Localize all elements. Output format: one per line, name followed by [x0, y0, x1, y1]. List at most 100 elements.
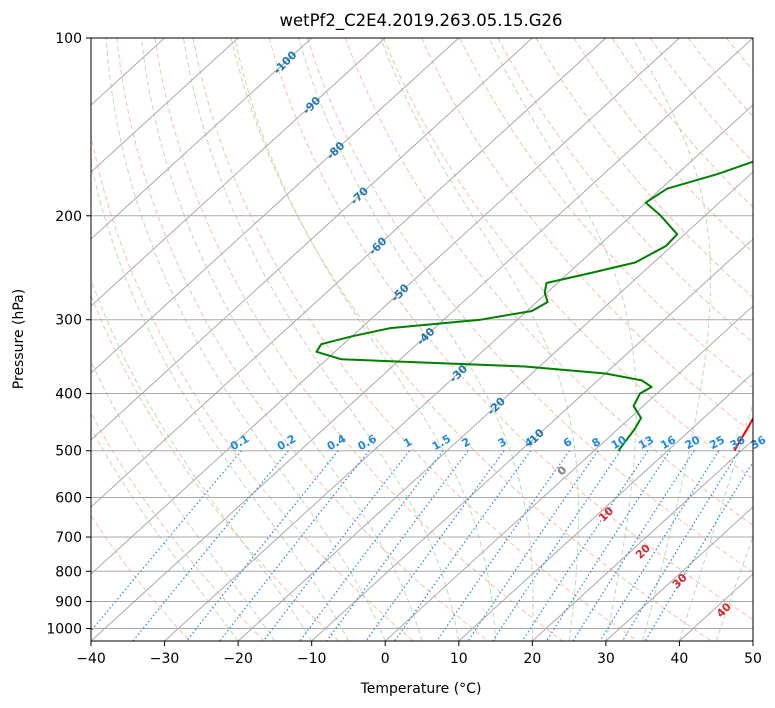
isotherm-line [311, 238, 753, 641]
isotherm-line [384, 305, 753, 641]
isotherm-line [752, 640, 753, 641]
mixing-ratio-line [546, 450, 671, 641]
dry-adiabat [459, 38, 753, 389]
mixing-ratio-label: 20 [683, 433, 703, 452]
moist-adiabat [105, 38, 386, 641]
series-layer [315, 160, 753, 452]
moist-adiabat [234, 38, 497, 641]
dry-adiabat [687, 38, 753, 118]
dry-adiabat [535, 38, 753, 299]
moist-adiabat [380, 38, 580, 641]
grid-lines [0, 38, 775, 641]
isotherm-line [458, 372, 753, 641]
y-tick-label: 900 [55, 594, 82, 610]
moist-adiabat [183, 38, 460, 641]
isotherm-line [91, 38, 607, 508]
dry-adiabat [726, 38, 753, 72]
moist-adiabat [678, 401, 753, 641]
adiabat-label: 30 [670, 571, 690, 591]
moist-adiabat [298, 38, 534, 641]
mixing-ratio-label: 0.1 [228, 432, 251, 453]
y-tick-label: 300 [55, 313, 82, 329]
y-tick-label: 1000 [46, 621, 82, 637]
x-tick-label: −20 [223, 651, 253, 667]
x-axis-label: Temperature (°C) [360, 681, 482, 697]
moist-adiabat [91, 360, 276, 641]
isotherm-line [91, 38, 386, 307]
isotherm-line [91, 38, 313, 240]
y-axis-label: Pressure (hPa) [11, 289, 27, 389]
mixing-ratio-line [622, 450, 740, 641]
chart-title: wetPf2_C2E4.2019.263.05.15.G26 [279, 11, 562, 31]
lcl-curve [0, 38, 66, 641]
temperature-line [733, 416, 753, 452]
mixing-ratio-line [219, 450, 370, 641]
y-tick-label: 700 [55, 530, 82, 546]
y-tick-label: 500 [55, 444, 82, 460]
mixing-ratio-line [492, 450, 622, 641]
x-tick-label: 50 [744, 651, 762, 667]
dewpoint-line [315, 160, 753, 452]
y-tick-label: 600 [55, 490, 82, 506]
isotherm-line [91, 38, 239, 173]
x-tick-label: −40 [76, 651, 106, 667]
mixing-ratio-label: 1 [401, 435, 414, 450]
dry-adiabat [765, 38, 775, 641]
mixing-ratio-line [299, 450, 444, 641]
dry-adiabat [91, 132, 414, 641]
x-tick-label: 20 [523, 651, 541, 667]
moist-adiabat [91, 160, 349, 641]
background-line-labels: 0.1 0.2 0.4 0.6 1 1.5 2 3 4 6 8 10 13 16 20 25 30 36-100-… [228, 48, 768, 620]
x-tick-label: −10 [297, 651, 327, 667]
isotherm-line [91, 38, 533, 441]
dry-adiabat [497, 38, 753, 344]
dry-adiabat [91, 514, 191, 641]
mixing-ratio-line [91, 450, 242, 632]
isotherm-line [91, 38, 460, 374]
dry-adiabat [573, 38, 753, 254]
y-axis: 100 200 300 400 500 600 700 800 900 1000 [46, 31, 91, 637]
isotherm-line [91, 38, 753, 641]
moist-adiabat [715, 535, 753, 641]
dry-adiabat [649, 38, 753, 163]
y-tick-label: 800 [55, 564, 82, 580]
mixing-ratio-line [186, 450, 339, 641]
moist-adiabat [632, 38, 712, 641]
mixing-ratio-line [572, 450, 695, 641]
mixing-ratio-line [521, 450, 649, 641]
mixing-ratio-line [467, 450, 599, 641]
mixing-ratio-label: 30 [728, 433, 748, 452]
dry-adiabat [91, 411, 265, 641]
mixing-ratio-label: 1.5 [430, 432, 453, 453]
x-tick-label: 30 [597, 651, 615, 667]
isotherm-line [605, 506, 753, 641]
x-tick-label: 0 [381, 651, 390, 667]
x-tick-label: 40 [671, 651, 689, 667]
isotherm-line [531, 439, 753, 641]
mixing-ratio-label: 36 [748, 433, 768, 452]
mixing-ratio-label: 0.4 [325, 432, 349, 453]
y-tick-label: 200 [55, 209, 82, 225]
x-tick-label: −30 [150, 651, 180, 667]
y-tick-label: 400 [55, 387, 82, 403]
dry-adiabat [344, 38, 753, 526]
plot-frame [90, 37, 754, 642]
mixing-ratio-line [436, 450, 570, 641]
mixing-ratio-label: 13 [636, 433, 656, 452]
moist-adiabat [488, 38, 637, 641]
mixing-ratio-label: 10 [609, 433, 629, 452]
mixing-ratio-line [394, 450, 532, 641]
mixing-ratio-label: 0.2 [275, 432, 298, 453]
mixing-ratio-line [326, 450, 469, 641]
adiabat-label: 20 [633, 541, 653, 561]
dry-adiabat [230, 38, 713, 641]
mixing-ratio-label: 2 [460, 435, 473, 450]
mixing-ratio-label: 25 [707, 433, 727, 452]
mixing-ratio-label: 16 [658, 433, 678, 452]
mixing-ratio-line [263, 450, 410, 641]
dry-adiabat [192, 38, 638, 641]
moist-adiabat [91, 427, 239, 641]
mixing-ratio-label: 0.6 [356, 432, 380, 453]
isotherm-line [91, 38, 680, 575]
